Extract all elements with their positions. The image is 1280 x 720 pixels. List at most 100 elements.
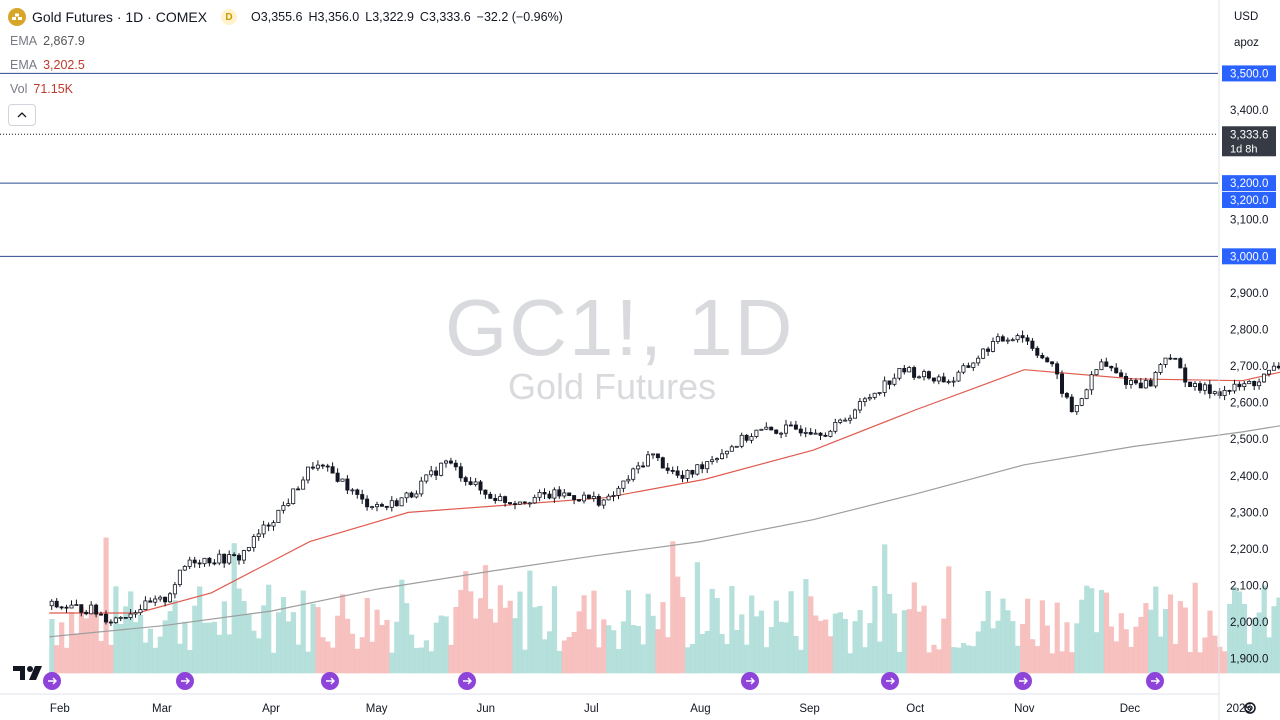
volume-bar [507, 600, 513, 674]
volume-bar [704, 630, 710, 674]
candle-body [1252, 380, 1257, 387]
volume-bar [788, 591, 794, 674]
candle-body [498, 496, 503, 502]
volume-bar [911, 582, 917, 674]
volume-bar [724, 644, 730, 674]
arrow-right-circle-icon[interactable] [1146, 672, 1164, 690]
volume-bar [78, 607, 84, 674]
volume-bar [630, 625, 636, 674]
volume-bar [714, 598, 720, 674]
candle-body [1060, 373, 1065, 394]
ema-price-tag: 3,200.0 [1230, 195, 1268, 207]
arrow-right-circle-icon[interactable] [43, 672, 61, 690]
candle-body [54, 600, 59, 608]
collapse-legend-button[interactable] [8, 104, 36, 126]
hline-price-tag: 3,000.0 [1230, 251, 1268, 263]
high-value: 3,356.0 [317, 10, 360, 24]
candle-body [1005, 339, 1010, 342]
gear-icon[interactable] [1242, 700, 1258, 716]
symbol-title[interactable]: Gold Futures · 1D · COMEX [32, 9, 208, 25]
volume-bar [103, 537, 109, 674]
candle-body [94, 604, 99, 615]
candle-body [695, 464, 700, 475]
candle-body [577, 499, 582, 502]
candle-body [69, 604, 74, 609]
candle-body [1257, 381, 1262, 387]
volume-bar [921, 605, 927, 674]
indicator-volume[interactable]: Vol 71.15K [10, 82, 73, 96]
volume-bar [773, 600, 779, 674]
candle-body [769, 426, 774, 431]
volume-bar [98, 641, 104, 674]
arrow-right-circle-icon[interactable] [881, 672, 899, 690]
candle-body [1242, 383, 1247, 388]
candle-body [779, 432, 784, 435]
candle-body [1148, 380, 1153, 387]
price-tick-label: 2,500.0 [1230, 434, 1268, 446]
indicator-ema-fast[interactable]: EMA 3,202.5 [10, 58, 85, 72]
candle-body [345, 478, 350, 491]
volume-bar [867, 623, 873, 674]
candle-body [241, 550, 246, 561]
indicator-value: 3,202.5 [43, 58, 85, 72]
volume-bar [1266, 637, 1272, 674]
chevron-up-icon [17, 112, 27, 118]
candle-body [941, 376, 946, 383]
volume-bar [374, 609, 380, 674]
volume-bar [611, 630, 617, 674]
arrow-right-circle-icon[interactable] [741, 672, 759, 690]
candle-body [690, 469, 695, 475]
volume-bar [73, 633, 80, 674]
candle-body [177, 569, 182, 585]
scale-mode-selector[interactable]: apoz [1234, 37, 1259, 49]
candle-body [596, 495, 601, 506]
candle-body [966, 365, 971, 368]
arrow-right-circle-icon[interactable] [176, 672, 194, 690]
candle-body [443, 460, 448, 464]
volume-bar [985, 591, 991, 674]
tradingview-logo-icon[interactable] [12, 664, 48, 682]
candle-body [547, 493, 552, 499]
indicator-ema-slow[interactable]: EMA 2,867.9 [10, 34, 85, 48]
candle-body [163, 596, 168, 603]
volume-bar [887, 593, 893, 674]
volume-bar [399, 579, 405, 674]
candle-body [1084, 389, 1089, 399]
volume-bar [423, 640, 429, 674]
volume-bar [340, 594, 346, 674]
candle-body [360, 494, 365, 500]
volume-bar [1059, 651, 1065, 674]
arrow-right-circle-icon[interactable] [1014, 672, 1032, 690]
volume-bar [453, 607, 459, 674]
candle-body [1183, 367, 1188, 383]
candle-body [325, 465, 330, 468]
arrow-right-circle-icon[interactable] [458, 672, 476, 690]
candle-body [616, 487, 621, 496]
volume-bar [837, 612, 843, 674]
arrow-right-circle-icon[interactable] [321, 672, 339, 690]
candle-body [89, 604, 94, 615]
candle-body [1010, 339, 1015, 342]
candle-body [912, 367, 917, 378]
candle-body [517, 501, 522, 505]
candle-body [1099, 361, 1104, 371]
candle-body [448, 460, 453, 464]
volume-bar [152, 647, 158, 674]
candle-body [1109, 365, 1114, 369]
indicator-name: Vol [10, 82, 28, 96]
volume-bar [414, 647, 420, 674]
currency-selector[interactable]: USD [1234, 11, 1259, 23]
volume-bar [1167, 594, 1174, 674]
volume-bar [394, 621, 400, 674]
volume-bar [1158, 636, 1164, 674]
candle-body [739, 434, 744, 447]
candle-body [838, 419, 843, 423]
volume-bar [1197, 652, 1203, 674]
volume-bar [990, 628, 996, 674]
candle-body [473, 481, 478, 485]
candle-body [384, 505, 389, 508]
candle-body [202, 557, 207, 565]
candle-body [439, 462, 444, 476]
